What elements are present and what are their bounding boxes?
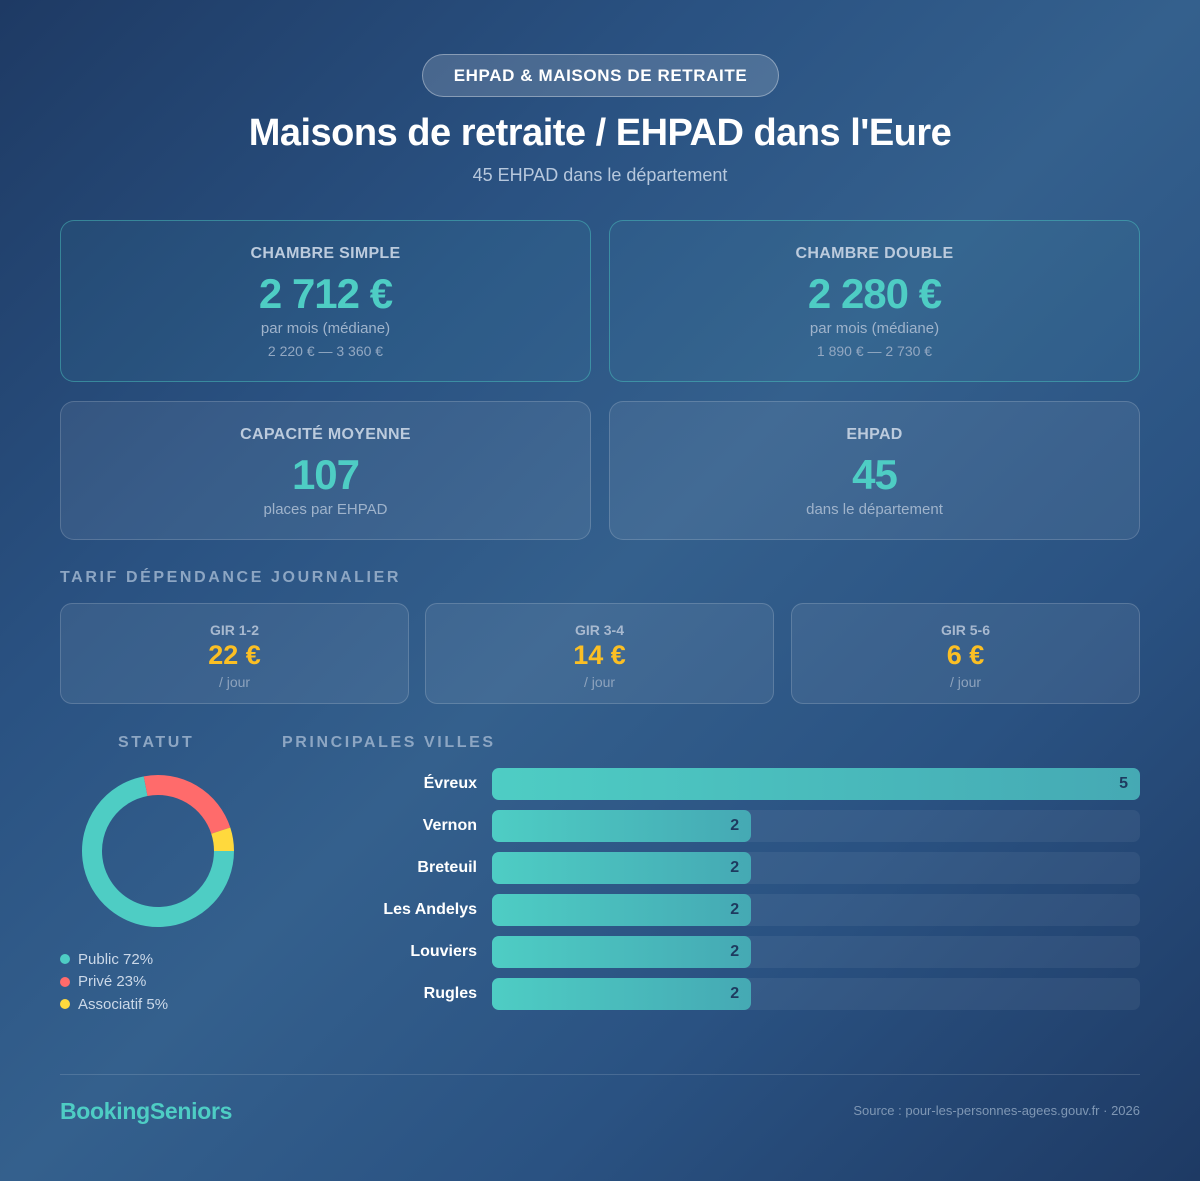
villes-bar-chart: Évreux 5 Vernon 2 Breteuil 2 Les Andelys… [282,768,1140,1020]
legend-label: Privé 23% [78,973,147,991]
bar-row: Vernon 2 [282,810,1140,852]
card-value: 2 280 € [807,270,942,317]
bar-fill: 2 [492,894,752,926]
bar-track: 2 [492,978,1140,1010]
card-range: 1 890 € — 2 730 € [816,343,933,359]
card-chambre-double: CHAMBRE DOUBLE 2 280 € par mois (médiane… [609,220,1140,382]
bar-city-label: Évreux [423,775,477,792]
bar-fill: 2 [492,852,752,884]
bar-value: 2 [730,901,740,918]
gir-label: GIR 5-6 [940,622,990,638]
gir-unit: / jour [218,674,251,690]
bar-fill: 5 [492,768,1140,800]
bar-fill: 2 [492,978,752,1010]
section-heading-villes: PRINCIPALES VILLES [282,734,496,751]
card-value: 2 712 € [258,270,393,317]
card-subtext: par mois (médiane) [260,320,391,337]
bar-track: 2 [492,894,1140,926]
card-label: CHAMBRE DOUBLE [795,245,954,262]
card-capacite-moyenne: CAPACITÉ MOYENNE 107 places par EHPAD [60,401,591,540]
legend-dot-icon [60,999,70,1010]
infographic: EHPAD & MAISONS DE RETRAITE Maisons de r… [60,0,1140,1181]
page-title: Maisons de retraite / EHPAD dans l'Eure [248,112,952,154]
bar-value: 2 [730,817,740,834]
statut-donut-chart [80,773,236,929]
page-subtitle: 45 EHPAD dans le département [472,165,728,185]
card-ehpad-count: EHPAD 45 dans le département [609,401,1140,540]
donut-segment-public [82,776,234,927]
bar-value: 2 [730,859,740,876]
card-chambre-simple: CHAMBRE SIMPLE 2 712 € par mois (médiane… [60,220,591,382]
gir-label: GIR 3-4 [574,622,624,638]
card-subtext: dans le département [806,501,943,518]
bar-track: 2 [492,852,1140,884]
source-note: Source : pour-les-personnes-agees.gouv.f… [853,1103,1140,1118]
donut-segment-privé [143,775,231,835]
bar-city-label: Rugles [423,985,477,1002]
category-badge: EHPAD & MAISONS DE RETRAITE [422,54,779,97]
bar-value: 5 [1119,775,1128,792]
card-value: 107 [291,451,360,498]
legend-dot-icon [60,976,70,987]
bar-track: 2 [492,810,1140,842]
gir-unit: / jour [583,674,616,690]
bar-city-label: Vernon [422,817,477,834]
bar-row: Louviers 2 [282,936,1140,978]
statut-legend: Public 72% Privé 23% Associatif 5% [60,948,168,1016]
bar-value: 2 [730,943,740,960]
bar-row: Les Andelys 2 [282,894,1140,936]
bar-value: 2 [730,985,740,1002]
gir-card: GIR 1-2 22 € / jour [60,603,409,704]
bar-city-label: Breteuil [417,859,477,876]
section-heading-statut: STATUT [118,734,195,751]
donut-svg [82,775,234,927]
card-subtext: par mois (médiane) [809,320,940,337]
legend-dot-icon [60,954,70,965]
gir-value: 6 € [946,640,985,670]
card-label: CAPACITÉ MOYENNE [240,426,411,443]
card-label: CHAMBRE SIMPLE [250,245,401,262]
card-value: 45 [852,451,898,498]
bar-track: 5 [492,768,1140,800]
legend-item-prive: Privé 23% [60,971,168,994]
bar-city-label: Louviers [410,943,477,960]
legend-item-associatif: Associatif 5% [60,993,168,1016]
gir-label: GIR 1-2 [209,622,259,638]
gir-value: 14 € [573,640,626,670]
section-heading-dependance: TARIF DÉPENDANCE JOURNALIER [60,569,402,586]
footer-divider [60,1074,1140,1075]
bar-row: Évreux 5 [282,768,1140,810]
card-range: 2 220 € — 3 360 € [267,343,384,359]
gir-card: GIR 3-4 14 € / jour [425,603,774,704]
brand-logo: BookingSeniors [60,1098,233,1124]
legend-item-public: Public 72% [60,948,168,971]
donut-segment-associatif [211,827,234,852]
bar-row: Breteuil 2 [282,852,1140,894]
gir-value: 22 € [208,640,261,670]
bar-fill: 2 [492,810,752,842]
gir-card: GIR 5-6 6 € / jour [791,603,1140,704]
bar-fill: 2 [492,936,752,968]
bar-row: Rugles 2 [282,978,1140,1020]
card-label: EHPAD [846,426,903,443]
gir-unit: / jour [949,674,982,690]
bar-city-label: Les Andelys [383,901,477,918]
legend-label: Public 72% [78,950,154,968]
legend-label: Associatif 5% [78,995,169,1013]
card-subtext: places par EHPAD [263,501,388,518]
bar-track: 2 [492,936,1140,968]
